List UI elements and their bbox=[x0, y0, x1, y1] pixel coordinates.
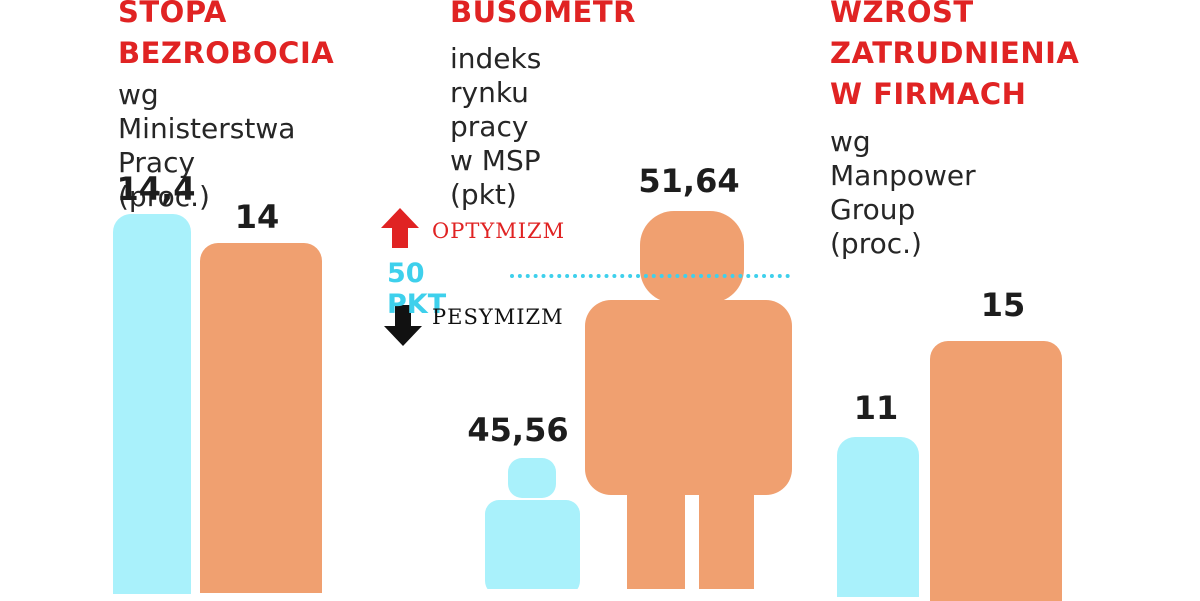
value-label: 45,56 bbox=[467, 411, 569, 449]
bar-1 bbox=[930, 341, 1062, 601]
big-figure-head bbox=[640, 211, 744, 303]
chart-subtitle: indeks rynku pracy w MSP (pkt) bbox=[450, 42, 542, 211]
chart-title: BUSOMETR bbox=[450, 0, 636, 29]
value-label: 15 bbox=[980, 286, 1026, 324]
small-figure-head bbox=[508, 458, 556, 498]
bar-1 bbox=[200, 243, 322, 593]
bar-0 bbox=[837, 437, 919, 597]
big-figure-leg-left bbox=[627, 485, 685, 589]
chart-subtitle: wg Ministerstwa Pracy (proc.) bbox=[118, 78, 296, 213]
small-figure-body bbox=[485, 500, 580, 589]
value-label: 14 bbox=[234, 198, 280, 236]
reference-label: 50 PKT bbox=[387, 258, 447, 320]
big-figure-body bbox=[585, 300, 792, 495]
chart-title: WZROST ZATRUDNIENIA W FIRMACH bbox=[830, 0, 1080, 111]
pessimism-label: PESYMIZM bbox=[432, 305, 564, 329]
chart-subtitle: wg Manpower Group (proc.) bbox=[830, 125, 976, 260]
value-label: 51,64 bbox=[638, 162, 740, 200]
arrow-down-icon bbox=[384, 305, 422, 346]
bar-0 bbox=[113, 214, 191, 594]
arrow-up-icon bbox=[381, 208, 419, 248]
optimism-label: OPTYMIZM bbox=[432, 219, 566, 243]
big-figure-leg-right bbox=[699, 485, 754, 589]
value-label: 14,4 bbox=[116, 170, 196, 208]
chart-title: STOPA BEZROBOCIA bbox=[118, 0, 335, 70]
value-label: 11 bbox=[853, 389, 899, 427]
reference-line-50 bbox=[510, 274, 790, 278]
